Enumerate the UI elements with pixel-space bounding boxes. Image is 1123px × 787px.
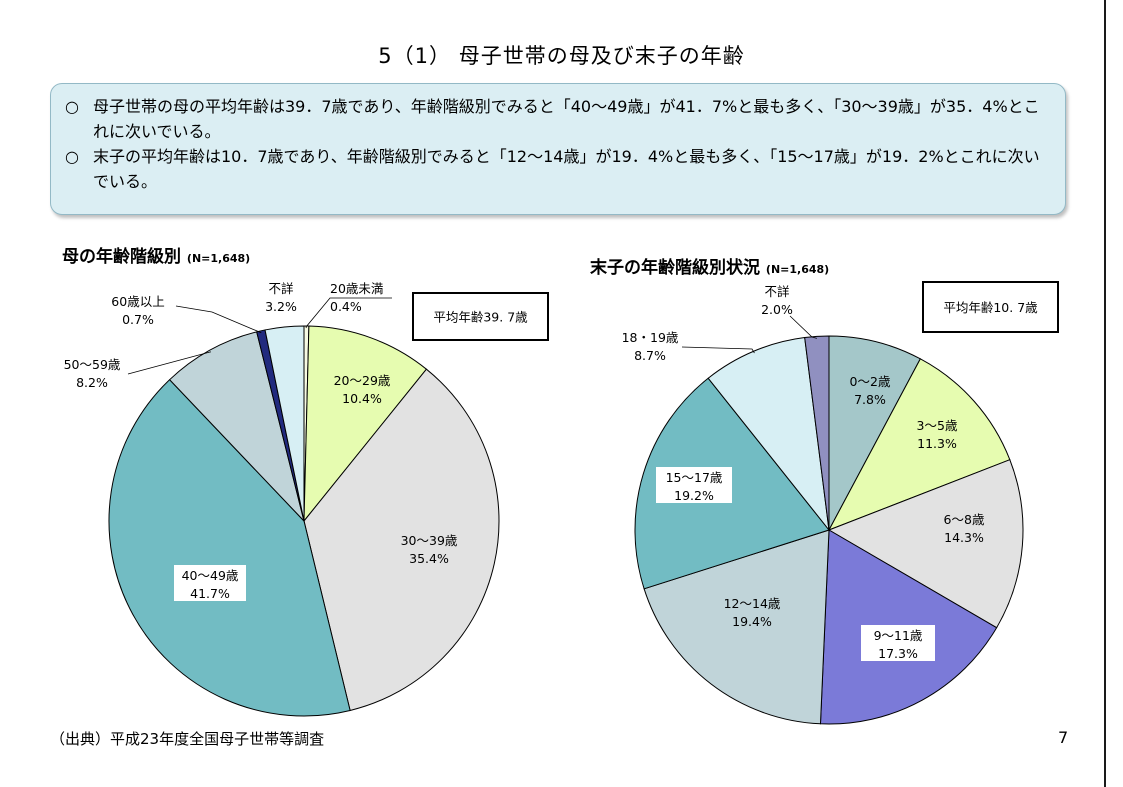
slice-category-label: 不詳 [268, 281, 293, 296]
slice-category-label: 0〜2歳 [850, 374, 891, 389]
pie-slice [828, 335, 921, 531]
annotation-box [412, 292, 549, 341]
child-chart-title: 末子の年齢階級別状況 (N=1,648) [590, 253, 829, 278]
pie-slice [804, 335, 830, 531]
bullet-circle-icon: ○ [65, 97, 79, 116]
slice-label: 30〜39歳 35.4% [401, 533, 458, 566]
slice-category-label: 6〜8歳 [944, 512, 985, 527]
slice-label: 18・19歳 8.7% [622, 330, 755, 363]
average-age-annotation: 平均年齢39. 7歳 [412, 292, 549, 341]
slice-value-label: 41.7% [190, 586, 230, 601]
slice-value-label: 3.2% [265, 299, 297, 314]
slice-label: 不詳 3.2% [265, 281, 297, 314]
slice-category-label: 20歳未満 [330, 281, 383, 296]
slice-label: 9〜11歳 17.3% [861, 625, 935, 661]
pie-slice [108, 378, 351, 717]
label-background [861, 625, 935, 661]
slice-value-label: 35.4% [409, 551, 449, 566]
summary-text-mother: 母子世帯の母の平均年齢は39．7歳であり、年齢階級別でみると「40〜49歳」が4… [93, 97, 1040, 141]
slice-value-label: 19.2% [674, 488, 714, 503]
slice-label: 20〜29歳 10.4% [334, 373, 391, 406]
slice-value-label: 14.3% [944, 530, 984, 545]
annotation-box [922, 281, 1059, 333]
slice-category-label: 60歳以上 [111, 294, 164, 309]
leader-line [681, 346, 755, 354]
average-age-annotation: 平均年齢10. 7歳 [922, 281, 1059, 333]
summary-bullet-child: ○ 末子の平均年齢は10．7歳であり、年齢階級別でみると「12〜14歳」が19．… [65, 144, 1051, 194]
slice-category-label: 30〜39歳 [401, 533, 458, 548]
pie-slice [634, 377, 830, 590]
slice-category-label: 20〜29歳 [334, 373, 391, 388]
leader-line [175, 305, 262, 334]
slice-category-label: 40〜49歳 [182, 568, 239, 583]
slice-value-label: 2.0% [761, 302, 793, 317]
annotation-text: 平均年齢39. 7歳 [433, 310, 528, 325]
slice-label: 60歳以上 0.7% [111, 294, 262, 334]
pie-slice [303, 368, 500, 712]
pie-slice [827, 358, 1011, 531]
pie-slice [168, 331, 305, 523]
slice-value-label: 17.3% [878, 646, 918, 661]
leader-line [305, 297, 392, 329]
page-number: 7 [1058, 728, 1069, 747]
slice-category-label: 15〜17歳 [666, 470, 723, 485]
pie-slice [827, 459, 1024, 629]
slice-label: 3〜5歳 11.3% [917, 418, 958, 451]
slice-value-label: 8.2% [76, 375, 108, 390]
summary-box: ○ 母子世帯の母の平均年齢は39．7歳であり、年齢階級別でみると「40〜49歳」… [50, 83, 1066, 215]
summary-bullet-mother: ○ 母子世帯の母の平均年齢は39．7歳であり、年齢階級別でみると「40〜49歳」… [65, 94, 1051, 144]
slice-category-label: 18・19歳 [622, 330, 679, 345]
pie-slice [643, 529, 830, 725]
slice-label: 40〜49歳 41.7% [174, 565, 246, 601]
slice-label: 0〜2歳 7.8% [850, 374, 891, 407]
slice-label: 15〜17歳 19.2% [656, 467, 732, 503]
slice-value-label: 19.4% [732, 614, 772, 629]
slice-value-label: 10.4% [342, 391, 382, 406]
mother-chart-title: 母の年齢階級別 (N=1,648) [62, 242, 250, 267]
slice-category-label: 3〜5歳 [917, 418, 958, 433]
leader-line [127, 351, 212, 375]
label-background [174, 565, 246, 601]
slice-category-label: 50〜59歳 [64, 357, 121, 372]
source-note: （出典）平成23年度全国母子世帯等調査 [50, 730, 325, 748]
annotation-text: 平均年齢10. 7歳 [943, 300, 1038, 315]
label-background [656, 467, 732, 503]
slice-label: 不詳 2.0% [761, 284, 818, 339]
slice-value-label: 8.7% [634, 348, 666, 363]
slice-value-label: 7.8% [854, 392, 886, 407]
slice-label: 12〜14歳 19.4% [724, 596, 781, 629]
slice-category-label: 9〜11歳 [874, 628, 923, 643]
pie-slice [303, 325, 428, 523]
slice-value-label: 11.3% [917, 436, 957, 451]
mother-chart-title-text: 母の年齢階級別 [62, 247, 181, 267]
pie-slice [264, 325, 305, 522]
slice-category-label: 12〜14歳 [724, 596, 781, 611]
child-chart-title-text: 末子の年齢階級別状況 [590, 258, 760, 278]
mother-chart-n: (N=1,648) [186, 252, 251, 265]
child-chart-n: (N=1,648) [765, 263, 830, 276]
summary-text-child: 末子の平均年齢は10．7歳であり、年齢階級別でみると「12〜14歳」が19．4%… [93, 147, 1040, 191]
slice-category-label: 不詳 [764, 284, 789, 299]
slice-value-label: 0.7% [122, 312, 154, 327]
page-title: 5（1） 母子世帯の母及び末子の年齢 [378, 44, 745, 68]
slice-label: 50〜59歳 8.2% [64, 351, 212, 390]
leader-line [789, 315, 818, 339]
page-right-rule [1104, 0, 1106, 787]
slice-label: 20歳未満 0.4% [305, 281, 392, 329]
slice-value-label: 0.4% [330, 299, 362, 314]
bullet-circle-icon: ○ [65, 147, 79, 166]
slice-label: 6〜8歳 14.3% [944, 512, 985, 545]
